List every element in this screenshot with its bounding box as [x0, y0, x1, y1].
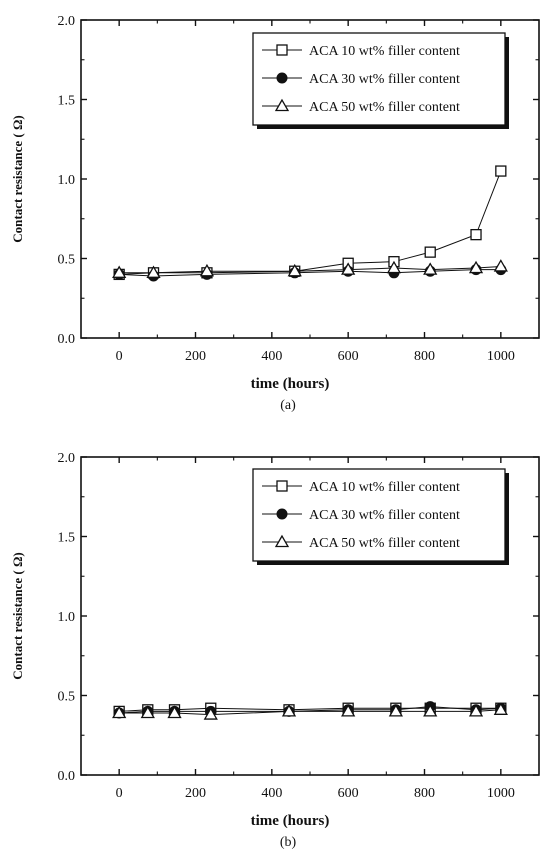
data-point — [146, 265, 161, 278]
data-point — [423, 262, 438, 275]
data-point — [112, 265, 127, 278]
data-point — [341, 262, 356, 275]
data-point — [112, 705, 127, 719]
x-tick-label: 800 — [414, 786, 435, 801]
y-axis-title: Contact resistance ( Ω) — [10, 552, 25, 680]
data-point — [199, 263, 215, 277]
y-tick-label: 1.5 — [58, 531, 76, 546]
legend — [252, 468, 506, 562]
x-tick-label: 800 — [414, 349, 435, 364]
y-tick-label: 0.0 — [58, 332, 76, 347]
legend-label: ACA 50 wt% filler content — [309, 536, 460, 551]
data-point — [386, 260, 402, 274]
data-point — [468, 260, 484, 274]
data-point — [470, 228, 482, 241]
data-point — [493, 702, 508, 715]
series-line — [119, 706, 501, 714]
y-tick-label: 0.5 — [58, 690, 76, 705]
x-tick-label: 1000 — [487, 349, 515, 364]
data-point — [495, 165, 507, 177]
data-point — [167, 705, 182, 719]
chart-panel-a: 0.0 0.5 1.0 1.5 2.0 0 200 400 600 800 1000 time (ho… — [10, 14, 540, 413]
data-point — [424, 246, 436, 258]
data-point — [140, 705, 155, 719]
figure-caption: (a) — [280, 398, 296, 413]
legend-label: ACA 50 wt% filler content — [309, 100, 460, 115]
legend-label: ACA 30 wt% filler content — [309, 508, 460, 523]
x-axis-title: time (hours) — [251, 813, 330, 829]
x-tick-label: 200 — [185, 349, 206, 364]
x-tick-label: 600 — [338, 349, 359, 364]
legend-marker — [276, 72, 288, 84]
x-tick-label: 1000 — [487, 786, 515, 801]
chart-panel-b: 0.0 0.5 1.0 1.5 2.0 0 200 400 600 800 1000 time (ho… — [10, 451, 540, 850]
legend-marker — [274, 98, 290, 112]
legend — [252, 32, 506, 126]
y-axis-title: Contact resistance ( Ω) — [10, 115, 25, 243]
data-point — [423, 704, 438, 717]
y-tick-label: 0.0 — [58, 769, 76, 784]
legend-label: ACA 10 wt% filler content — [309, 44, 460, 59]
figure-caption: (b) — [280, 835, 297, 850]
data-point — [281, 704, 297, 717]
y-tick-label: 1.0 — [58, 610, 76, 625]
series-line — [119, 170, 502, 275]
legend-marker — [276, 480, 288, 492]
data-point — [468, 704, 484, 717]
x-tick-label: 400 — [261, 786, 282, 801]
legend-label: ACA 10 wt% filler content — [309, 480, 460, 495]
y-tick-label: 1.0 — [58, 173, 76, 188]
data-point — [388, 704, 403, 717]
y-tick-label: 2.0 — [58, 451, 76, 466]
data-point — [287, 263, 302, 277]
x-tick-label: 600 — [338, 786, 359, 801]
data-point — [341, 704, 356, 717]
legend-marker — [276, 44, 288, 56]
legend-label: ACA 30 wt% filler content — [309, 72, 460, 87]
x-tick-label: 200 — [185, 786, 206, 801]
data-point — [203, 707, 218, 720]
x-tick-label: 400 — [261, 349, 282, 364]
legend-marker — [276, 508, 288, 520]
x-tick-label: 0 — [116, 349, 123, 364]
data-point — [493, 259, 508, 272]
legend-marker — [274, 534, 290, 548]
x-axis-title: time (hours) — [251, 376, 330, 392]
y-tick-label: 0.5 — [58, 253, 76, 268]
series-line — [119, 709, 501, 716]
x-tick-label: 0 — [116, 786, 123, 801]
y-tick-label: 2.0 — [58, 14, 76, 29]
y-tick-label: 1.5 — [58, 94, 76, 109]
